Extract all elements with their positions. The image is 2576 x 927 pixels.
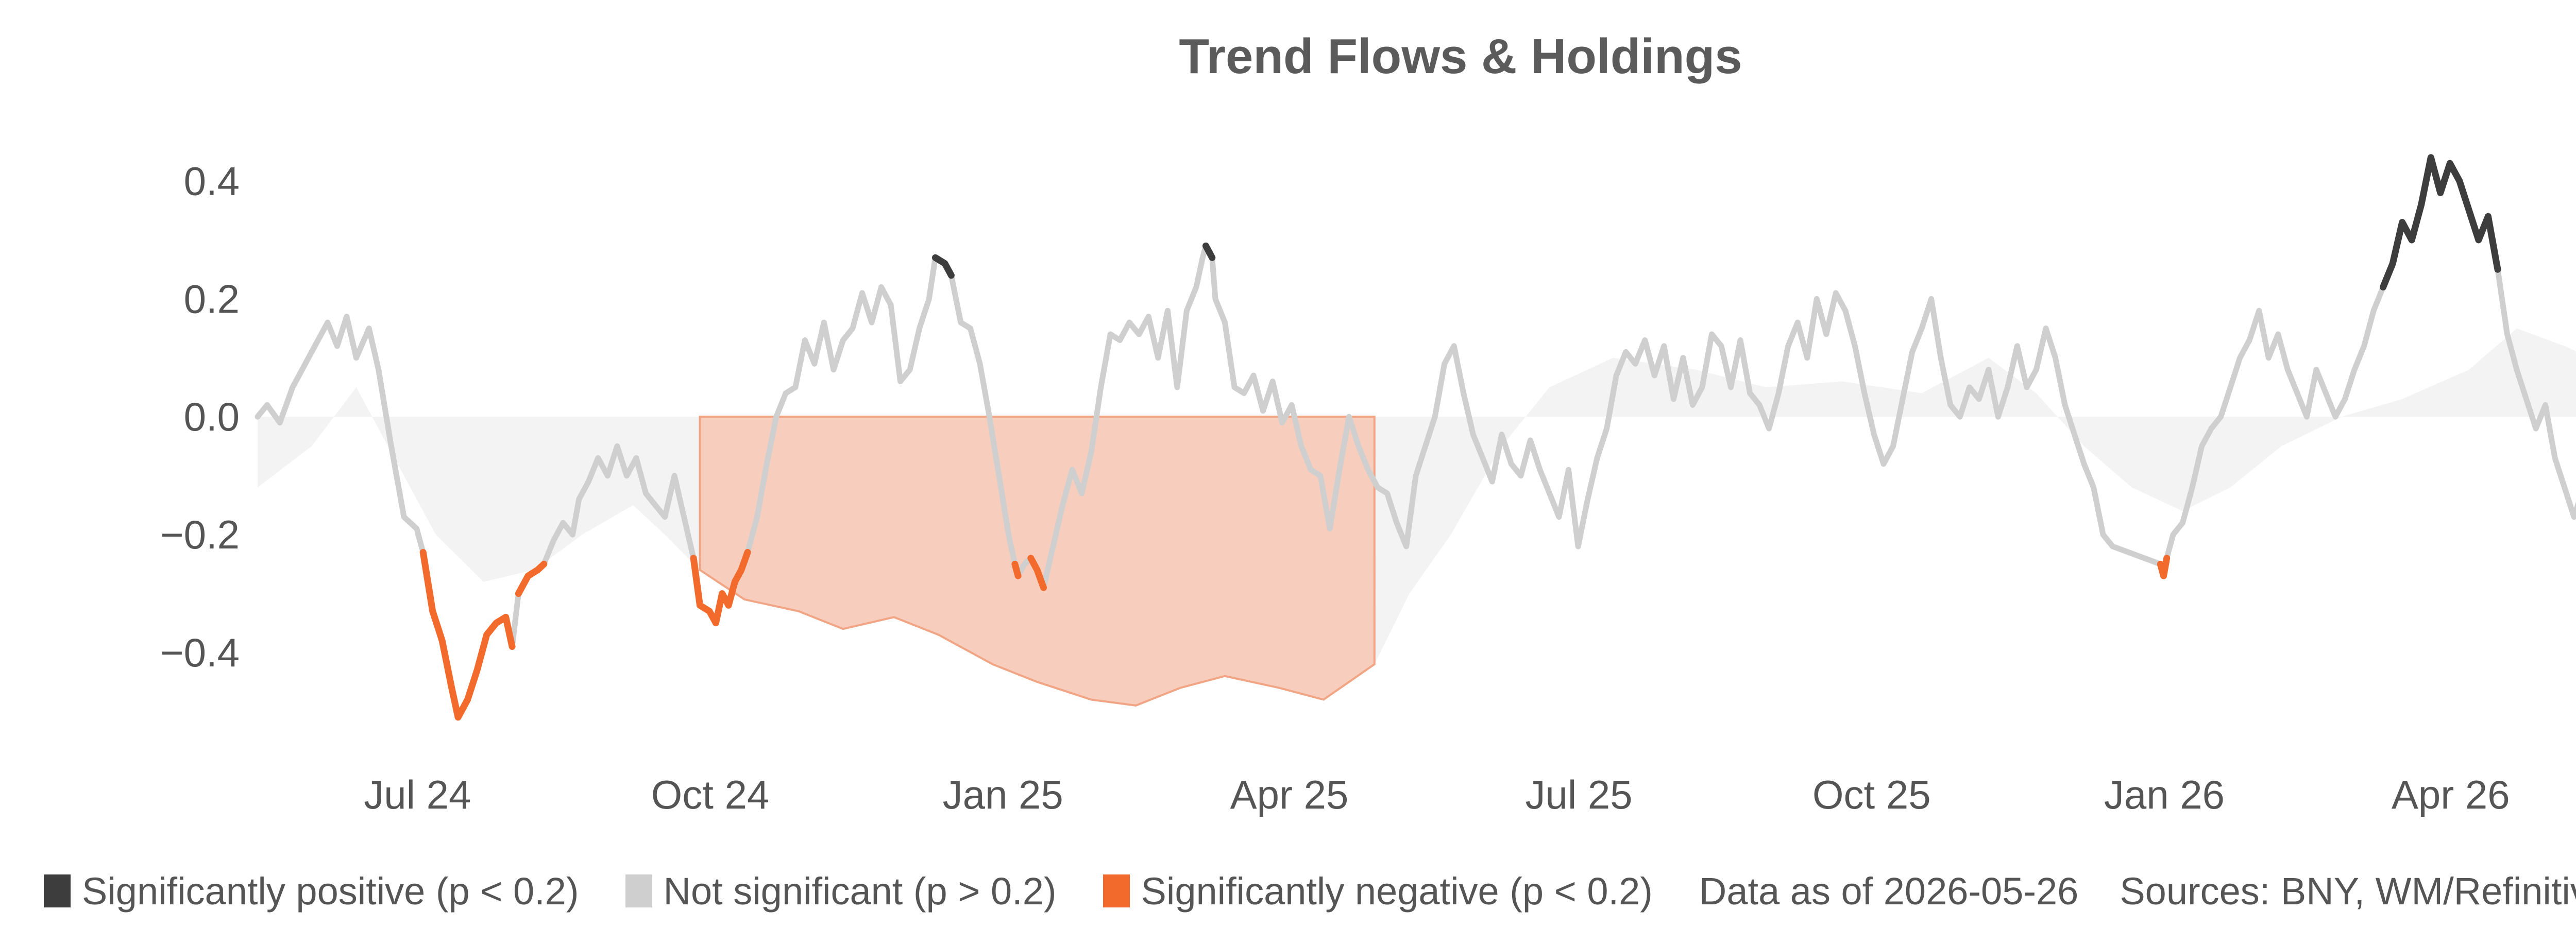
y-tick-label: 0.0: [184, 394, 240, 439]
y-tick-label: −0.2: [160, 512, 240, 557]
legend-item-not-significant: Not significant (p > 0.2): [625, 869, 1057, 913]
significant-positive-segment-7: [1202, 242, 1216, 261]
negative-holdings-layer: [699, 416, 1376, 707]
legend-label-not-significant: Not significant (p > 0.2): [663, 869, 1057, 913]
legend-label-negative: Significantly negative (p < 0.2): [1141, 869, 1653, 913]
x-tick-label: Apr 25: [1230, 772, 1349, 817]
significant-negative-segment-5: [1011, 560, 1022, 579]
x-tick-label: Jan 25: [943, 772, 1063, 817]
x-tick-label: Oct 25: [1812, 772, 1931, 817]
y-tick-label: 0.4: [184, 159, 240, 204]
significant-negative-segment-2: [515, 560, 548, 597]
legend: Significantly positive (p < 0.2) Not sig…: [44, 865, 2576, 917]
legend-label-positive: Significantly positive (p < 0.2): [82, 869, 579, 913]
significant-positive-segment-9: [2380, 154, 2501, 290]
y-tick-label: −0.4: [160, 630, 240, 675]
x-tick-label: Jul 25: [1525, 772, 1632, 817]
significant-negative-segment-3: [690, 548, 751, 627]
negative-holdings-block: [699, 416, 1376, 707]
flows-line-layer: [255, 154, 2576, 721]
significant-positive-segment-4: [932, 254, 955, 279]
x-tick-label: Jul 24: [364, 772, 471, 817]
significant-negative-segment-8: [2157, 555, 2171, 579]
legend-swatch-negative: [1103, 874, 1130, 907]
data-as-of-note: Data as of 2026-05-26: [1699, 869, 2079, 913]
x-tick-label: Jan 26: [2104, 772, 2225, 817]
x-tick-label: Oct 24: [651, 772, 770, 817]
x-axis: Jul 24 Oct 24 Jan 25 Apr 25 Jul 25 Oct 25 Jan …: [364, 772, 2510, 817]
significant-negative-segment-6: [1027, 555, 1047, 591]
legend-swatch-positive: [44, 874, 71, 907]
sources-note: Sources: BNY, WM/Refinitiv: [2120, 869, 2576, 913]
y-axis: 0.4 0.2 0.0 −0.2 −0.4: [160, 159, 240, 675]
legend-item-negative: Significantly negative (p < 0.2): [1103, 869, 1653, 913]
legend-swatch-not-significant: [625, 874, 652, 907]
flows-line: [255, 154, 2576, 720]
chart-title: Trend Flows & Holdings: [1179, 29, 1742, 84]
legend-item-positive: Significantly positive (p < 0.2): [44, 869, 579, 913]
significant-negative-segment-1: [419, 548, 516, 721]
x-tick-label: Apr 26: [2392, 772, 2510, 817]
y-tick-label: 0.2: [184, 276, 240, 321]
